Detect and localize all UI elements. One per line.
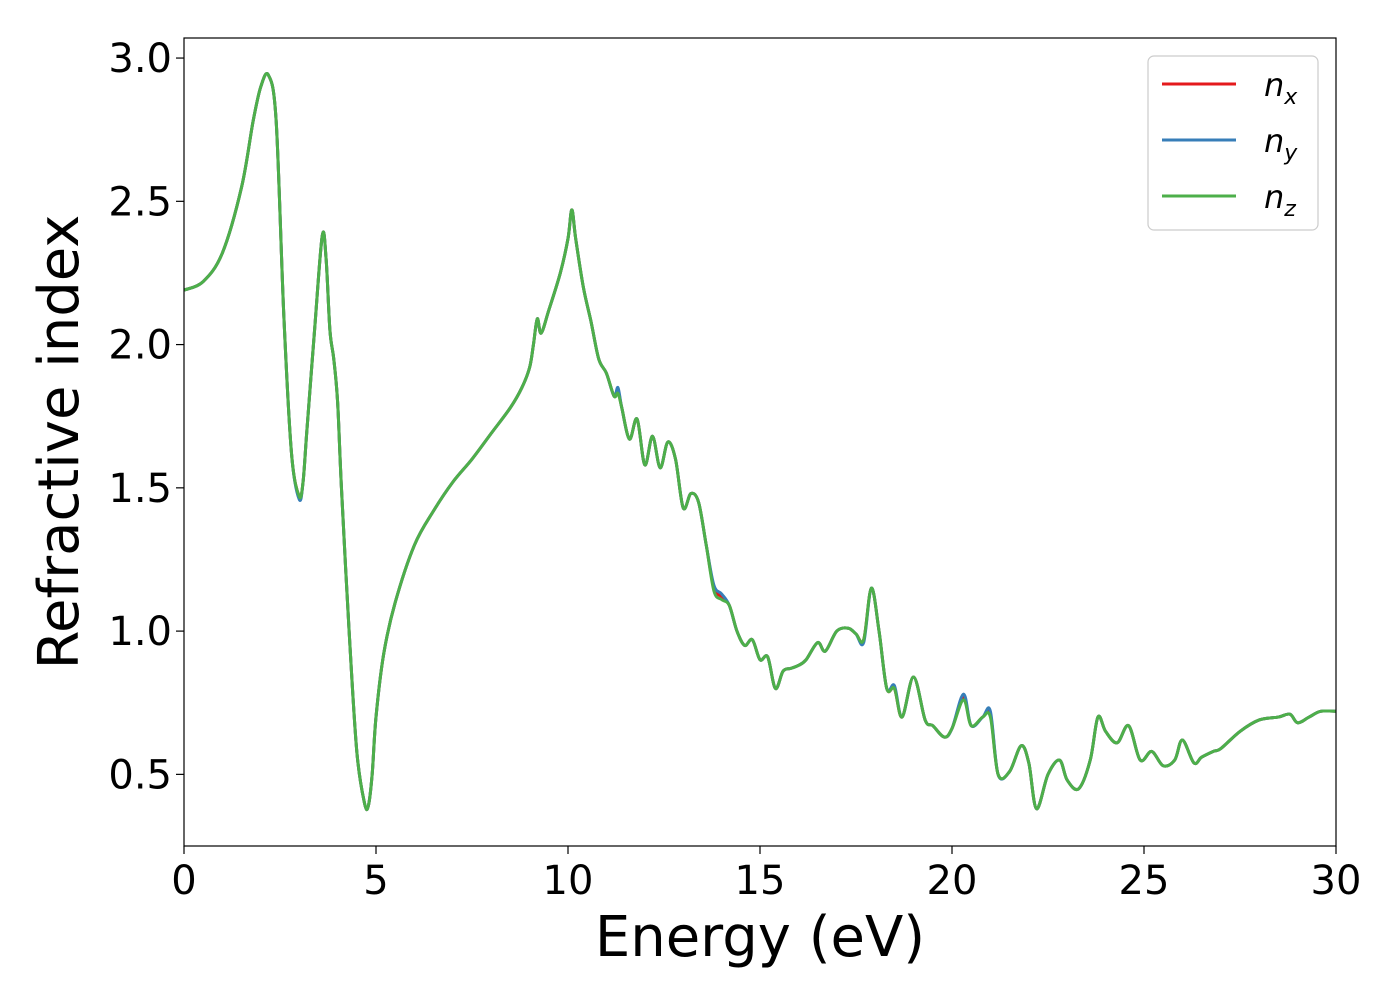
- x-tick-label: 25: [1119, 858, 1170, 904]
- series-line-n-z: [184, 72, 1336, 812]
- legend-label-base: n: [1264, 178, 1284, 216]
- y-axis-title: Refractive index: [27, 215, 92, 670]
- y-tick-label: 2.0: [108, 323, 172, 369]
- x-tick-label: 5: [363, 858, 388, 904]
- y-tick-label: 0.5: [108, 752, 172, 798]
- legend-label-subscript: z: [1283, 197, 1296, 222]
- x-tick-label: 20: [927, 858, 978, 904]
- legend-label: nz: [1264, 178, 1296, 222]
- y-tick-label: 2.5: [108, 179, 172, 225]
- x-tick-label: 0: [171, 858, 196, 904]
- x-axis: 0 5 10 15 20 25 30: [171, 846, 1361, 904]
- legend-label: nx: [1264, 66, 1298, 110]
- legend-label-base: n: [1264, 122, 1284, 160]
- legend-label: ny: [1264, 122, 1298, 166]
- series-layer: [184, 72, 1336, 812]
- x-tick-label: 15: [735, 858, 786, 904]
- y-tick-label: 3.0: [108, 36, 172, 82]
- y-axis: 0.5 1.0 1.5 2.0 2.5 3.0: [108, 36, 184, 798]
- y-tick-label: 1.5: [108, 466, 172, 512]
- legend-box: [1147, 55, 1319, 231]
- legend-label-base: n: [1264, 66, 1284, 104]
- x-tick-label: 30: [1311, 858, 1362, 904]
- y-tick-label: 1.0: [108, 609, 172, 655]
- x-axis-title: Energy (eV): [595, 905, 925, 970]
- legend-label-subscript: y: [1283, 141, 1298, 166]
- x-tick-label: 10: [543, 858, 594, 904]
- legend-label-subscript: x: [1283, 85, 1298, 110]
